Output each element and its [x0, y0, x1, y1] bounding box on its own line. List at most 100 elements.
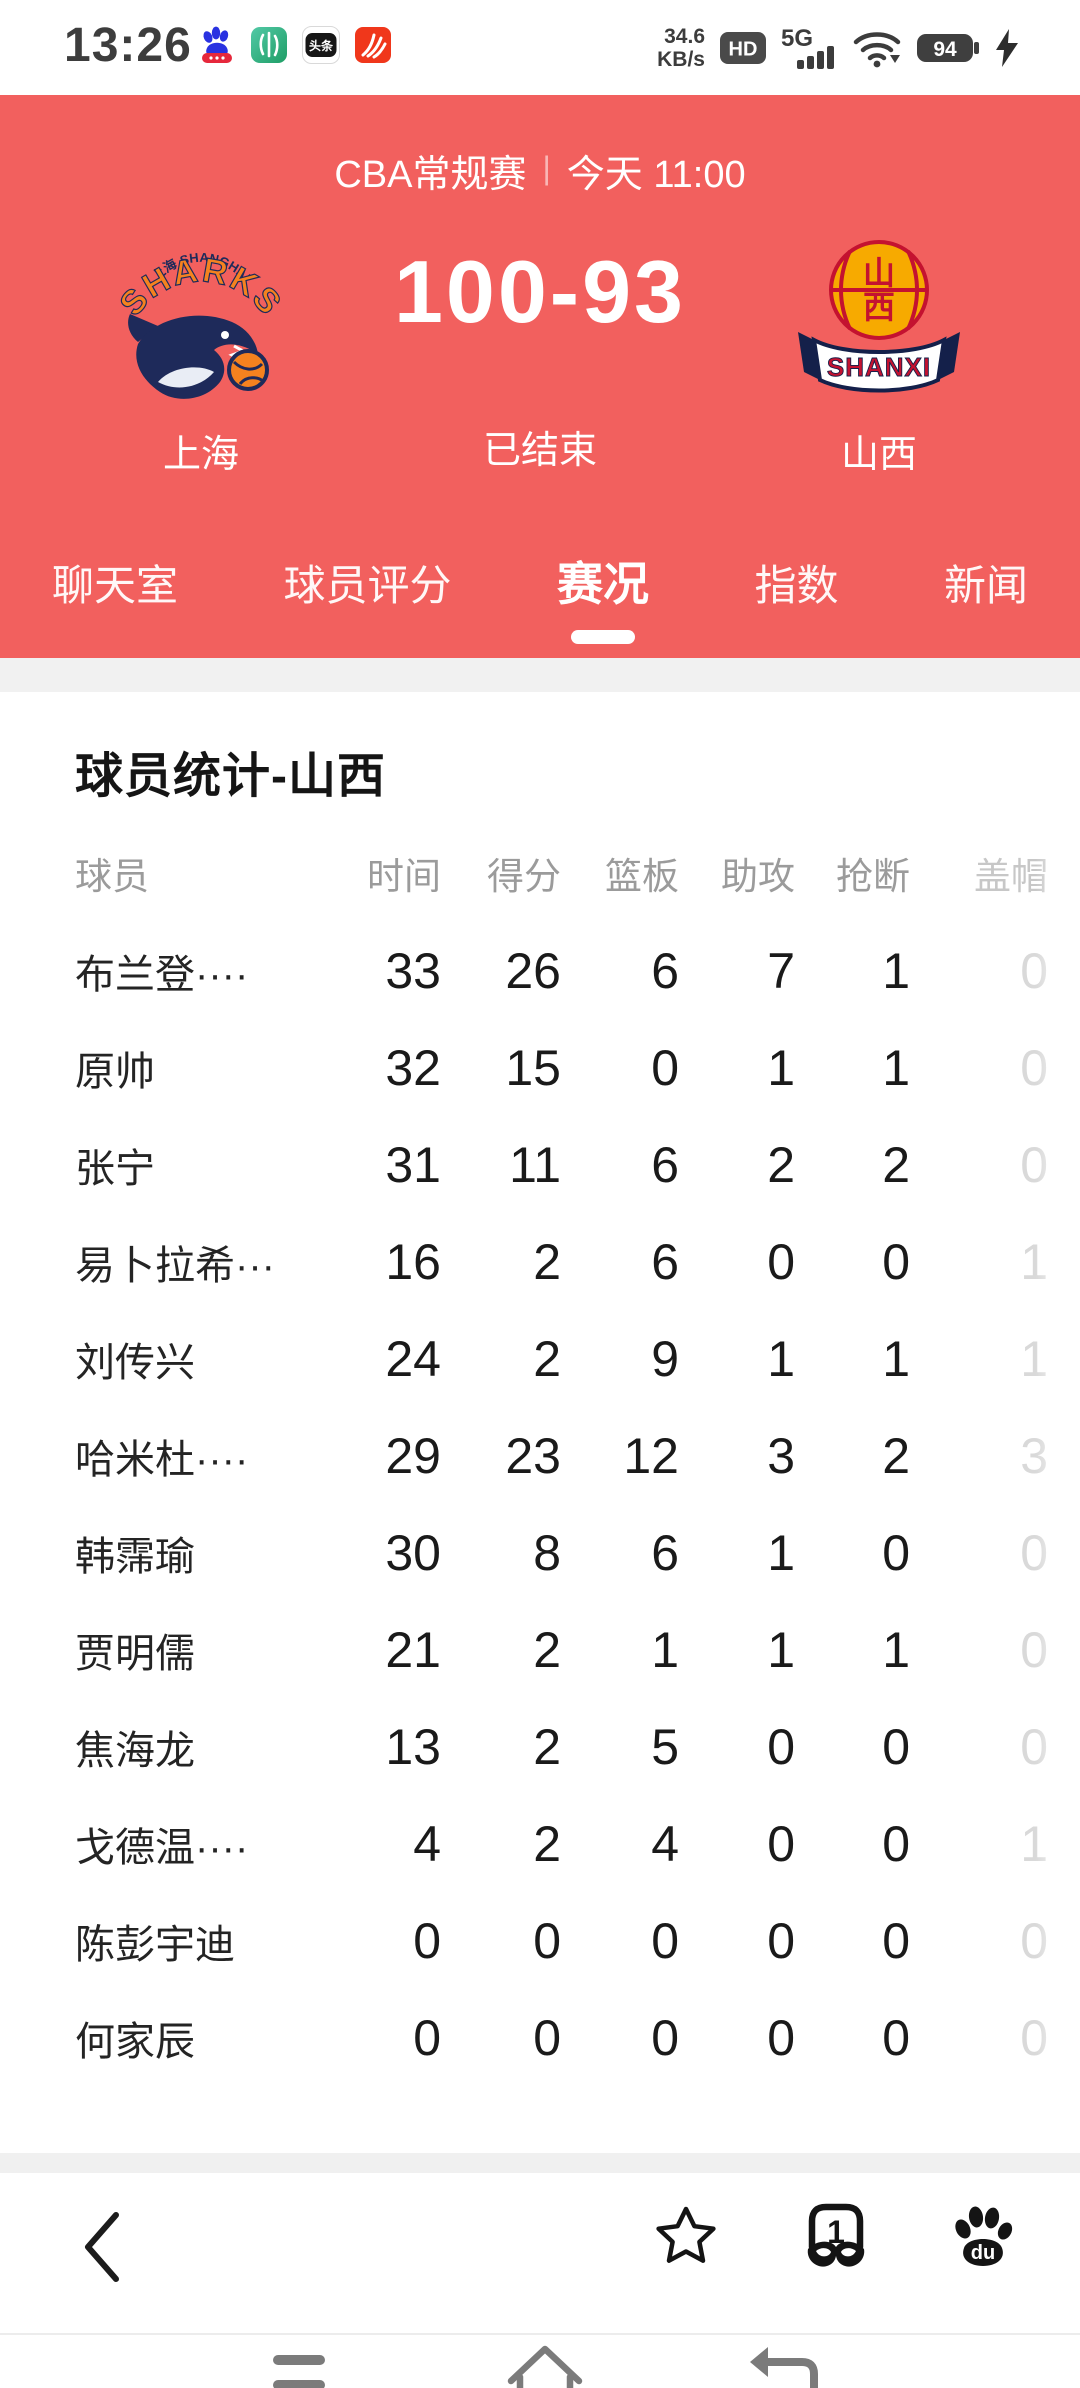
stat-value: 1	[651, 1621, 679, 1678]
bottom-toolbar: 1 du	[0, 2173, 1080, 2333]
status-indicators: 34.6 KB/s HD 5G	[657, 0, 1018, 95]
favorite-star-icon[interactable]	[652, 2203, 720, 2271]
match-header: CBA常规赛 | 今天 11:00 上海 SHANGHAI SHARKS	[0, 95, 1080, 658]
tab-2[interactable]: 球员评分	[284, 540, 452, 658]
notification-app-icons: 头条	[198, 26, 392, 64]
stat-value: 13	[385, 1718, 441, 1775]
stat-value: 5	[651, 1718, 679, 1775]
match-tabs: 聊天室 球员评分 赛况 指数 新闻	[0, 540, 1080, 658]
player-row[interactable]: 哈米杜···· 29 23 12 3 2 3	[75, 1407, 1048, 1504]
clock: 13:26	[64, 19, 192, 72]
player-row[interactable]: 张宁 31 11 6 2 2 0	[75, 1116, 1048, 1213]
stat-value: 2	[882, 1136, 910, 1193]
android-menu-button[interactable]	[273, 2355, 325, 2388]
player-row[interactable]: 戈德温···· 4 2 4 0 0 1	[75, 1795, 1048, 1892]
player-name: 何家辰	[75, 2019, 195, 2064]
toolbar-divider	[0, 2333, 1080, 2335]
stat-value: 1	[767, 1039, 795, 1096]
tab-label: 新闻	[943, 562, 1028, 609]
player-name: 原帅	[75, 1049, 155, 1094]
player-row[interactable]: 贾明儒 21 2 1 1 1 0	[75, 1601, 1048, 1698]
player-row[interactable]: 焦海龙 13 2 5 0 0 0	[75, 1698, 1048, 1795]
stats-table-body[interactable]: 布兰登···· 33 26 6 7 1 0 原帅 32 15 0 1 1 0 张宁 31 11 6 2 2 0 易卜拉希·…	[75, 922, 1048, 2086]
stat-value: 0	[1020, 1912, 1048, 1969]
stat-value: 3	[1020, 1427, 1048, 1484]
status-bar: 13:26 头条	[0, 0, 1080, 95]
svg-text:山: 山	[863, 255, 895, 291]
svg-text:西: 西	[863, 289, 895, 325]
stat-value: 0	[882, 2009, 910, 2066]
stat-value: 16	[385, 1233, 441, 1290]
player-row[interactable]: 韩霈瑜 30 8 6 1 0 0	[75, 1504, 1048, 1601]
tab-4[interactable]: 指数	[754, 540, 838, 658]
player-row[interactable]: 原帅 32 15 0 1 1 0	[75, 1019, 1048, 1116]
stat-value: 6	[651, 942, 679, 999]
stat-value: 6	[651, 1233, 679, 1290]
bottom-divider-strip	[0, 2153, 1080, 2173]
stat-value: 0	[533, 2009, 561, 2066]
player-row[interactable]: 何家辰 0 0 0 0 0 0	[75, 1989, 1048, 2086]
sports-app-notification-icon	[355, 27, 391, 63]
stat-value: 12	[623, 1427, 679, 1484]
stat-value: 1	[882, 1621, 910, 1678]
stat-value: 2	[882, 1427, 910, 1484]
stat-value: 32	[385, 1039, 441, 1096]
stat-value: 6	[651, 1524, 679, 1581]
cellular-signal-icon: 5G	[781, 26, 834, 69]
android-home-button[interactable]	[505, 2341, 585, 2388]
hd-icon: HD	[720, 31, 766, 64]
player-row[interactable]: 刘传兴 24 2 9 1 1 1	[75, 1310, 1048, 1407]
player-row[interactable]: 陈彭宇迪 0 0 0 0 0 0	[75, 1892, 1048, 1989]
player-name: 布兰登····	[75, 952, 249, 997]
stat-value: 0	[882, 1524, 910, 1581]
tab-1[interactable]: 聊天室	[52, 540, 178, 658]
stat-value: 4	[651, 1815, 679, 1872]
column-header: 抢断	[836, 856, 910, 897]
league-label: CBA常规赛	[334, 154, 527, 196]
back-button[interactable]	[80, 2209, 126, 2285]
match-status: 已结束	[482, 430, 597, 472]
baidu-paw-icon[interactable]: du	[950, 2203, 1016, 2269]
tab-3[interactable]: 赛况	[557, 540, 649, 658]
tab-switcher-icon[interactable]: 1	[804, 2199, 868, 2271]
svg-text:94: 94	[933, 38, 957, 61]
stat-value: 33	[385, 942, 441, 999]
stat-value: 31	[385, 1136, 441, 1193]
baidu-notification-icon	[202, 26, 232, 63]
player-row[interactable]: 布兰登···· 33 26 6 7 1 0	[75, 922, 1048, 1019]
stat-value: 0	[533, 1912, 561, 1969]
stat-value: 0	[651, 2009, 679, 2066]
tab-label: 指数	[754, 562, 839, 609]
toutiao-notification-icon: 头条	[302, 26, 340, 64]
stat-value: 0	[882, 1233, 910, 1290]
stat-value: 0	[767, 1912, 795, 1969]
player-name: 戈德温····	[75, 1825, 249, 1870]
stat-value: 21	[385, 1621, 441, 1678]
stat-value: 1	[767, 1621, 795, 1678]
svg-text:HD: HD	[729, 38, 758, 60]
player-row[interactable]: 易卜拉希··· 16 2 6 0 0 1	[75, 1213, 1048, 1310]
stat-value: 0	[1020, 1039, 1048, 1096]
away-team-logo[interactable]: 山 西 SHANXI	[794, 225, 964, 425]
stat-value: 0	[882, 1718, 910, 1775]
player-name: 哈米杜····	[75, 1437, 249, 1482]
stat-value: 1	[1020, 1233, 1048, 1290]
battery-icon: 94	[917, 33, 979, 62]
stat-value: 8	[533, 1524, 561, 1581]
stat-value: 1	[882, 1039, 910, 1096]
player-name: 韩霈瑜	[75, 1534, 195, 1579]
charging-bolt-icon	[996, 28, 1018, 67]
away-team-name: 山西	[840, 434, 917, 476]
stat-value: 2	[533, 1621, 561, 1678]
match-time: 今天 11:00	[566, 154, 746, 196]
home-team-logo[interactable]: 上海 SHANGHAI SHARKS	[116, 225, 286, 425]
svg-text:1: 1	[827, 2214, 845, 2250]
android-back-button[interactable]	[750, 2343, 826, 2388]
active-tab-indicator	[571, 630, 635, 644]
stat-value: 4	[413, 1815, 441, 1872]
stat-value: 0	[1020, 1136, 1048, 1193]
stat-value: 2	[533, 1233, 561, 1290]
stat-value: 0	[882, 1815, 910, 1872]
tab-5[interactable]: 新闻	[944, 540, 1028, 658]
stat-value: 24	[385, 1330, 441, 1387]
